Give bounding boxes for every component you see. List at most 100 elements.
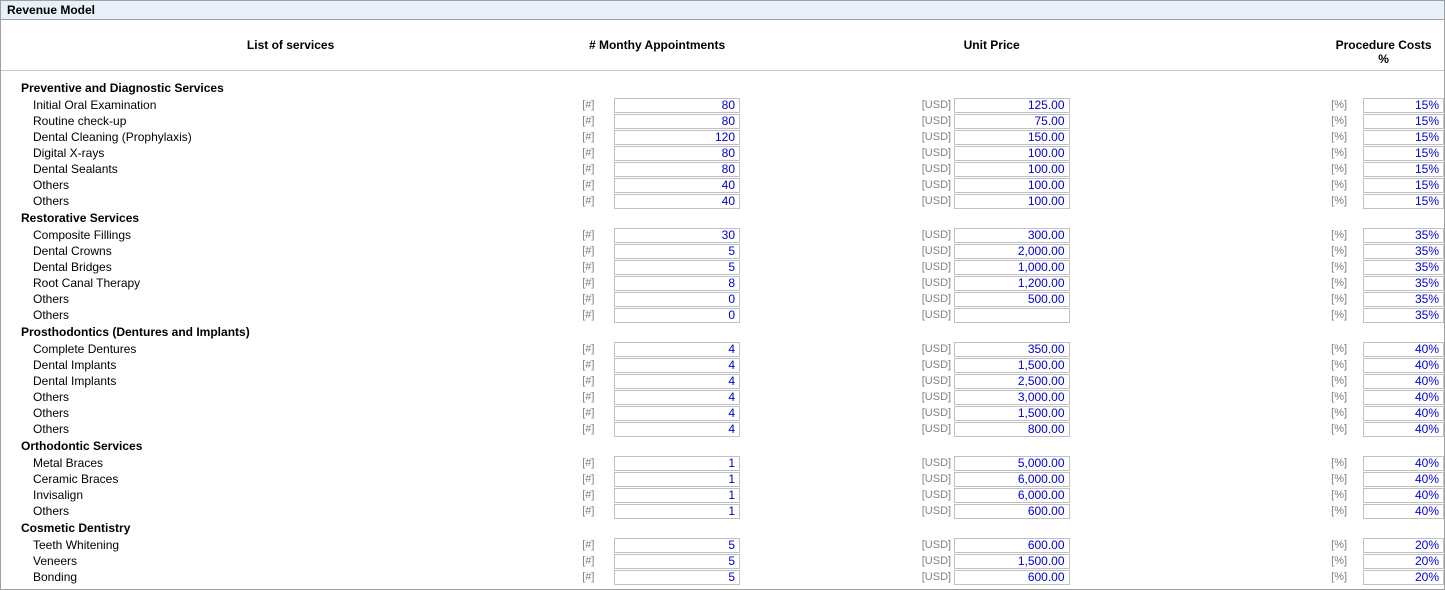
procedure-cost-input[interactable]: 40%	[1363, 422, 1444, 437]
unit-price-input[interactable]: 300.00	[954, 228, 1070, 243]
unit-price-input-cell: [USD]800.00	[920, 422, 1070, 437]
appointments-input-cell: [#]40	[580, 178, 740, 193]
procedure-cost-input[interactable]: 35%	[1363, 308, 1444, 323]
procedure-cost-input[interactable]: 40%	[1363, 456, 1444, 471]
procedure-cost-input-cell: [%]35%	[1329, 228, 1444, 243]
appointments-input[interactable]: 4	[614, 358, 740, 373]
procedure-cost-input[interactable]: 40%	[1363, 504, 1444, 519]
procedure-cost-input[interactable]: 15%	[1363, 130, 1444, 145]
unit-price-input[interactable]: 1,000.00	[954, 260, 1070, 275]
unit-label: [USD]	[920, 389, 954, 405]
appointments-input-cell: [#]80	[580, 162, 740, 177]
service-name: Others	[1, 503, 580, 519]
procedure-cost-input[interactable]: 40%	[1363, 488, 1444, 503]
procedure-cost-input[interactable]: 20%	[1363, 538, 1444, 553]
appointments-input[interactable]: 4	[614, 390, 740, 405]
appointments-input[interactable]: 30	[614, 228, 740, 243]
unit-label: [%]	[1329, 421, 1363, 437]
appointments-input-cell: [#]120	[580, 130, 740, 145]
procedure-cost-input[interactable]: 40%	[1363, 390, 1444, 405]
appointments-input[interactable]: 8	[614, 276, 740, 291]
appointments-input[interactable]: 1	[614, 488, 740, 503]
unit-label: [#]	[580, 357, 614, 373]
service-name: Routine check-up	[1, 113, 580, 129]
appointments-input[interactable]: 1	[614, 472, 740, 487]
procedure-cost-input[interactable]: 40%	[1363, 472, 1444, 487]
procedure-cost-input[interactable]: 15%	[1363, 98, 1444, 113]
procedure-cost-input[interactable]: 35%	[1363, 292, 1444, 307]
appointments-input[interactable]: 80	[614, 162, 740, 177]
appointments-input[interactable]: 4	[614, 422, 740, 437]
unit-label: [#]	[580, 421, 614, 437]
appointments-input[interactable]: 4	[614, 342, 740, 357]
appointments-input[interactable]: 0	[614, 308, 740, 323]
appointments-input[interactable]: 40	[614, 178, 740, 193]
unit-price-input[interactable]: 2,500.00	[954, 374, 1070, 389]
procedure-cost-input[interactable]: 20%	[1363, 570, 1444, 585]
unit-price-input[interactable]: 1,200.00	[954, 276, 1070, 291]
appointments-input[interactable]: 40	[614, 194, 740, 209]
procedure-cost-input[interactable]: 35%	[1363, 228, 1444, 243]
unit-price-input[interactable]: 600.00	[954, 538, 1070, 553]
unit-label: [USD]	[920, 161, 954, 177]
service-name: Others	[1, 389, 580, 405]
procedure-cost-input[interactable]: 40%	[1363, 374, 1444, 389]
procedure-cost-input[interactable]: 35%	[1363, 244, 1444, 259]
appointments-input[interactable]: 4	[614, 406, 740, 421]
unit-label: [%]	[1329, 161, 1363, 177]
procedure-cost-input[interactable]: 15%	[1363, 178, 1444, 193]
appointments-input[interactable]: 1	[614, 456, 740, 471]
unit-price-input[interactable]	[954, 308, 1070, 323]
unit-label: [#]	[580, 455, 614, 471]
appointments-input[interactable]: 5	[614, 538, 740, 553]
unit-price-input[interactable]: 3,000.00	[954, 390, 1070, 405]
unit-price-input[interactable]: 1,500.00	[954, 554, 1070, 569]
unit-price-input[interactable]: 350.00	[954, 342, 1070, 357]
appointments-input[interactable]: 1	[614, 504, 740, 519]
unit-price-input[interactable]: 800.00	[954, 422, 1070, 437]
unit-price-input[interactable]: 500.00	[954, 292, 1070, 307]
unit-price-input[interactable]: 600.00	[954, 570, 1070, 585]
appointments-input[interactable]: 5	[614, 570, 740, 585]
unit-price-input[interactable]: 100.00	[954, 178, 1070, 193]
appointments-input[interactable]: 0	[614, 292, 740, 307]
unit-price-input-cell: [USD]1,200.00	[920, 276, 1070, 291]
unit-price-input[interactable]: 100.00	[954, 162, 1070, 177]
unit-price-input[interactable]: 150.00	[954, 130, 1070, 145]
unit-price-input[interactable]: 6,000.00	[954, 472, 1070, 487]
unit-label: [USD]	[920, 113, 954, 129]
appointments-input[interactable]: 5	[614, 260, 740, 275]
appointments-input[interactable]: 80	[614, 114, 740, 129]
unit-price-input[interactable]: 6,000.00	[954, 488, 1070, 503]
procedure-cost-input-cell: [%]35%	[1329, 244, 1444, 259]
appointments-input[interactable]: 4	[614, 374, 740, 389]
procedure-cost-input[interactable]: 15%	[1363, 114, 1444, 129]
unit-price-input[interactable]: 100.00	[954, 194, 1070, 209]
unit-price-input[interactable]: 5,000.00	[954, 456, 1070, 471]
procedure-cost-input[interactable]: 35%	[1363, 276, 1444, 291]
procedure-cost-input[interactable]: 40%	[1363, 342, 1444, 357]
appointments-input[interactable]: 80	[614, 146, 740, 161]
procedure-cost-input[interactable]: 15%	[1363, 194, 1444, 209]
procedure-cost-input[interactable]: 40%	[1363, 358, 1444, 373]
unit-price-input[interactable]: 75.00	[954, 114, 1070, 129]
procedure-cost-input[interactable]: 20%	[1363, 554, 1444, 569]
appointments-input[interactable]: 5	[614, 554, 740, 569]
unit-price-input[interactable]: 2,000.00	[954, 244, 1070, 259]
unit-price-input[interactable]: 600.00	[954, 504, 1070, 519]
appointments-input[interactable]: 5	[614, 244, 740, 259]
unit-price-input[interactable]: 1,500.00	[954, 358, 1070, 373]
procedure-cost-input[interactable]: 35%	[1363, 260, 1444, 275]
unit-price-input[interactable]: 1,500.00	[954, 406, 1070, 421]
service-row: Ceramic Braces[#]1[USD]6,000.00[%]40%	[1, 471, 1444, 487]
appointments-input[interactable]: 120	[614, 130, 740, 145]
unit-label: [#]	[580, 193, 614, 209]
procedure-cost-input[interactable]: 15%	[1363, 146, 1444, 161]
appointments-input-cell: [#]4	[580, 342, 740, 357]
appointments-input-cell: [#]4	[580, 390, 740, 405]
appointments-input[interactable]: 80	[614, 98, 740, 113]
procedure-cost-input[interactable]: 40%	[1363, 406, 1444, 421]
unit-price-input[interactable]: 100.00	[954, 146, 1070, 161]
procedure-cost-input[interactable]: 15%	[1363, 162, 1444, 177]
unit-price-input[interactable]: 125.00	[954, 98, 1070, 113]
